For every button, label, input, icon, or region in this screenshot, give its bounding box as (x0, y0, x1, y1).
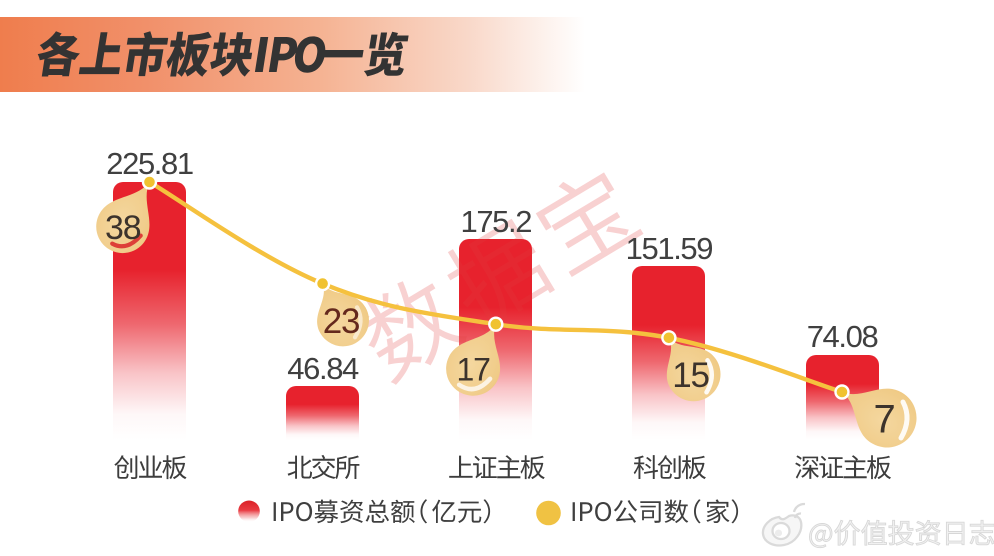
svg-text:38: 38 (105, 209, 141, 247)
svg-text:15: 15 (672, 356, 709, 395)
svg-text:23: 23 (323, 302, 360, 341)
svg-text:7: 7 (873, 397, 894, 441)
svg-text:17: 17 (456, 351, 490, 387)
